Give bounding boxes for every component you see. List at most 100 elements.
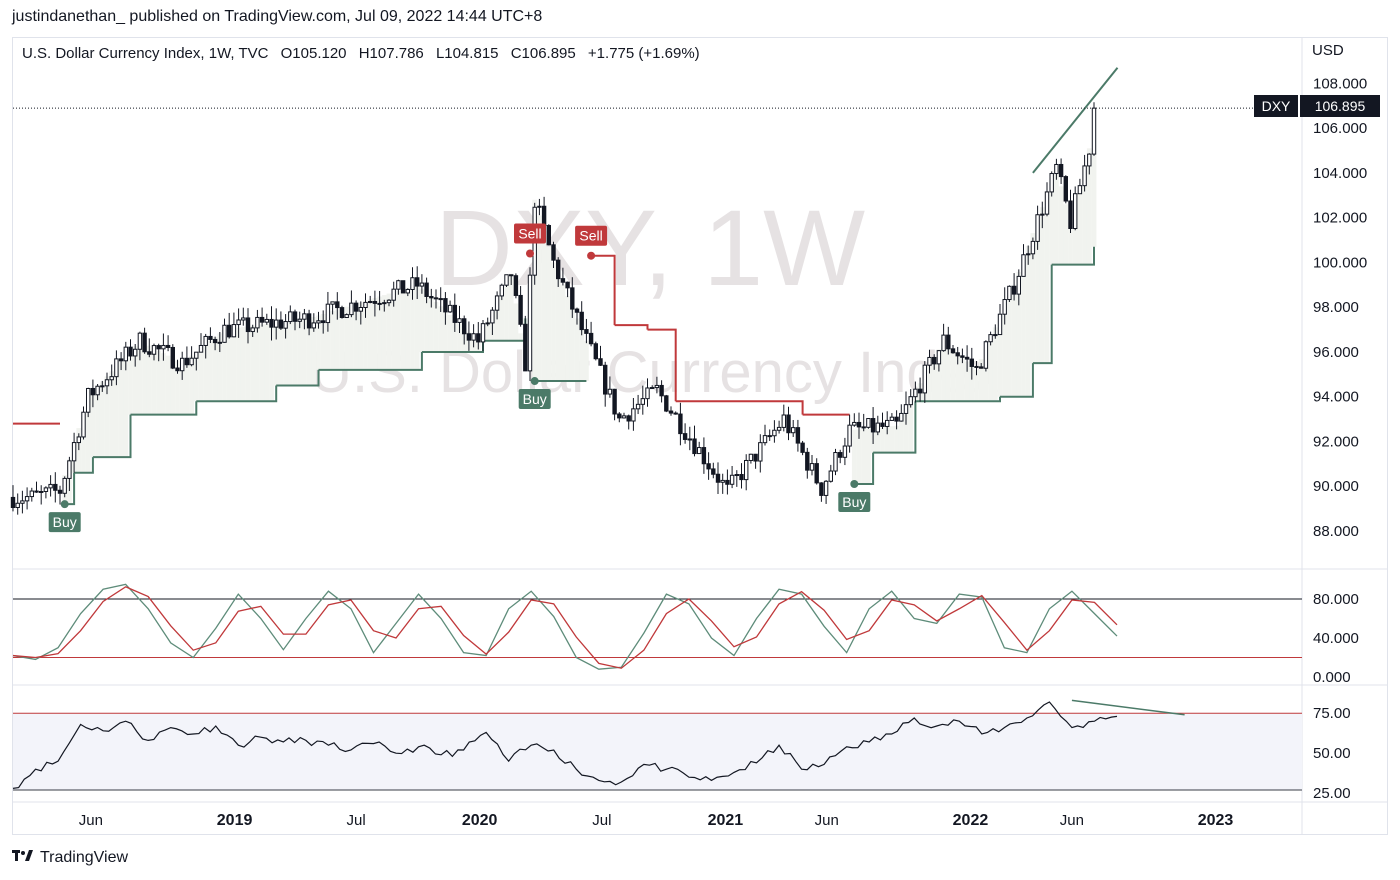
tradingview-logo[interactable]: TradingView [12,848,128,867]
supertrend-fill [875,427,881,453]
candle-body [462,318,467,335]
candle-body [494,295,500,311]
supertrend-fill [513,303,519,341]
signal-badge [838,492,871,513]
candle-body [941,334,946,352]
candle-body [20,500,25,504]
candle-body [480,323,486,343]
rsi-line [12,701,1118,789]
candle-body [349,302,354,316]
candle-body [170,346,176,369]
candle-body [711,468,716,475]
supertrend-fill [236,327,241,402]
candle-body [570,287,575,310]
rsi-tick-label: 75.00 [1313,705,1351,722]
rsi-band [13,713,1302,790]
candle-body [922,364,927,394]
supertrend-fill [931,357,937,402]
stoch-tick-label: 80.000 [1313,591,1359,608]
supertrend-fill [146,345,152,415]
candle-body [490,309,495,324]
candle-body [368,300,373,303]
time-tick-label: Jun [815,812,839,829]
candle-body [889,416,895,421]
supertrend-fill [114,366,119,458]
supertrend-fill [908,400,914,453]
candle-body [147,351,152,355]
candle-body [748,453,754,461]
supertrend-fill [1082,166,1087,265]
candle-body [438,298,443,301]
candle-body [856,421,862,428]
supertrend-fill [889,426,895,453]
candle-body [640,398,645,405]
candle-body [974,365,979,368]
candle-body [786,414,791,434]
time-tick-label: 2019 [217,812,253,829]
last-price-tag: DXY 106.895 [1254,95,1380,117]
supertrend-fill [1077,185,1083,265]
candle-body [584,329,589,334]
signal-label: Buy [53,514,77,530]
candle-body [198,344,204,353]
supertrend-fill [504,283,509,341]
candle-body [297,318,302,322]
candle-body [908,396,913,406]
candle-body [527,274,533,372]
candle-body [227,324,232,338]
supertrend-fill [494,302,500,341]
supertrend-fill [297,319,303,386]
candle-body [118,358,124,362]
candle-body [476,333,481,343]
supertrend-fill [353,303,359,370]
price-pane: Buy Sell Buy Sell Buy [10,67,1254,533]
candle-body [828,470,833,482]
candle-body [861,426,866,429]
candle-body [842,445,848,458]
candle-body [593,343,598,360]
candle-body [67,460,72,479]
supertrend-line [614,324,649,330]
candle-body [29,490,35,498]
supertrend-fill [551,262,556,382]
candle-body [1063,176,1068,202]
candle-body [259,316,265,323]
candle-body [1073,193,1078,230]
candle-body [903,404,909,414]
candle-body [231,324,237,338]
supertrend-fill [292,320,298,386]
supertrend-fill [443,310,448,352]
supertrend-fill [212,337,218,402]
chart-frame[interactable] [12,37,1388,835]
candle-body [1002,299,1007,315]
supertrend-fill [584,340,589,382]
candle-body [292,311,298,322]
candle-body [57,489,63,494]
candle-body [518,294,523,325]
candle-body [781,414,786,428]
candle-body [682,433,688,440]
supertrend-fill [372,297,378,370]
signal-badge [514,223,546,244]
price-tick-label: 90.000 [1313,478,1359,495]
candle-body [142,332,147,353]
supertrend-fill [339,308,345,370]
supertrend-fill [532,199,538,382]
candle-body [151,345,157,355]
candle-body [137,332,143,350]
supertrend-fill [851,429,857,485]
candle-body [565,281,570,289]
candle-body [654,384,660,389]
supertrend-line [130,401,198,416]
price-tick-label: 88.000 [1313,523,1359,540]
supertrend-line [854,452,875,486]
candle-body [1077,185,1083,195]
candle-body [1054,163,1059,175]
supertrend-fill [499,292,505,341]
candle-body [983,341,989,369]
candle-body [603,364,608,395]
price-axis-currency: USD [1312,42,1344,59]
supertrend-fill [184,359,190,415]
supertrend-fill [894,425,899,453]
